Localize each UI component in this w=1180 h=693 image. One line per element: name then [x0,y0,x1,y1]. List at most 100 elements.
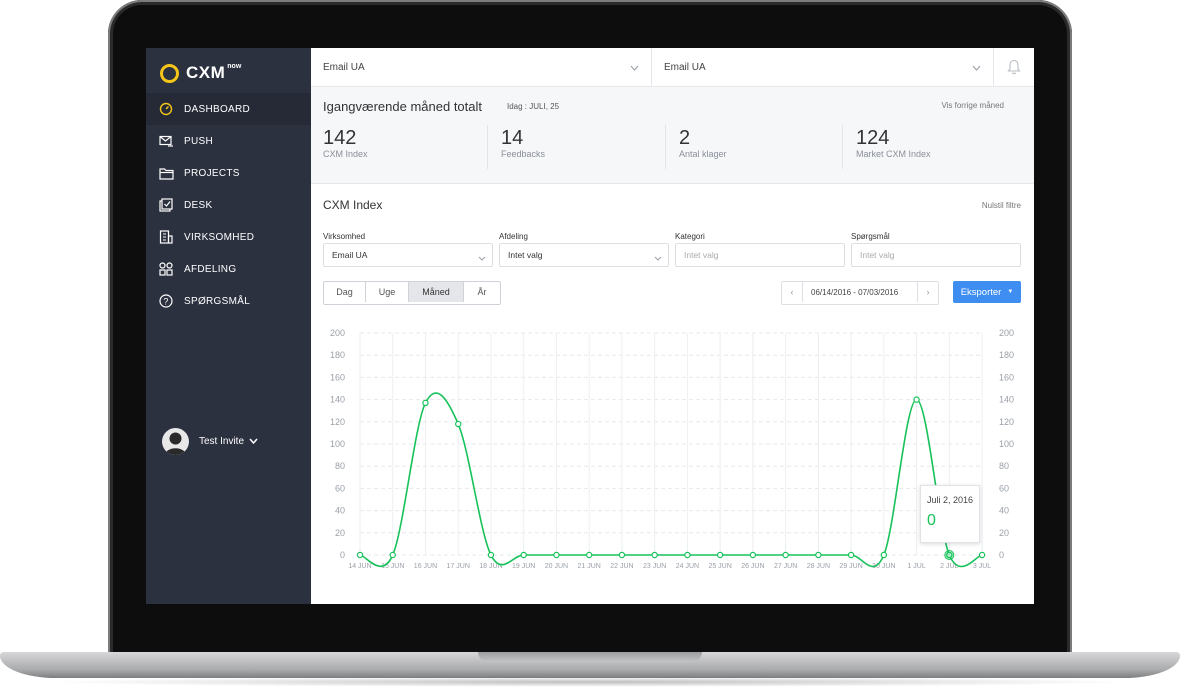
chart-tooltip: Juli 2, 2016 0 [920,485,980,543]
x-tick-label: 29 JUN [839,563,862,570]
period-day-button[interactable]: Dag [324,282,366,302]
logo-ring-icon [160,63,179,83]
tooltip-value: 0 [927,512,936,529]
filter-sporgsmal-select[interactable]: Intet valg [851,243,1021,267]
sidebar-nav: DASHBOARD PUSH PROJECTS DESK VIRKSOMHED … [146,93,311,317]
user-name: Test Invite [199,436,245,447]
sidebar-item-label: PUSH [184,135,213,147]
y-tick-label-right: 140 [999,395,1014,405]
folder-icon [158,165,174,181]
data-point [520,551,527,559]
period-year-button[interactable]: År [477,287,487,297]
x-tick-label: 23 JUN [643,563,666,570]
chevron-left-icon[interactable]: ‹ [790,287,794,297]
notification-bell-icon[interactable] [994,48,1034,86]
data-point [716,551,724,559]
sidebar-item-projects[interactable]: PROJECTS [146,157,311,189]
stat-label: Market CXM Index [856,149,931,159]
unit-select[interactable]: Email UA [652,48,994,86]
data-point [422,399,429,407]
filter-virksomhed-select[interactable]: Email UA [323,243,493,267]
send-mail-icon [158,133,174,149]
sidebar-item-afdeling[interactable]: AFDELING [146,253,311,285]
data-point [618,551,626,559]
stat-value: 142 [323,127,357,149]
filter-value: Intet valg [860,250,895,260]
data-point [553,551,560,559]
x-tick-label: 14 JUN [348,563,371,570]
stat-divider [842,125,843,169]
sidebar-item-virksomhed[interactable]: VIRKSOMHED [146,221,311,253]
chevron-down-icon [630,63,639,74]
x-tick-label: 1 JUL [907,563,925,570]
filter-value: Email UA [332,250,368,260]
stat-label: Feedbacks [501,149,546,159]
sidebar-item-label: SPØRGSMÅL [184,295,251,307]
app-screen: CXM now DASHBOARD PUSH PROJECTS DESK [146,48,1034,604]
previous-month-link[interactable]: Vis forrige måned [941,101,1004,110]
chevron-down-icon [972,63,981,74]
sidebar-item-sporgsmal[interactable]: ? SPØRGSMÅL [146,285,311,317]
x-tick-label: 22 JUN [610,563,633,570]
y-tick-label-left: 60 [335,483,345,493]
filter-label: Afdeling [499,232,528,241]
x-tick-label: 3 JUL [973,563,991,570]
x-tick-label: 19 JUN [512,563,535,570]
sidebar-item-desk[interactable]: DESK [146,189,311,221]
company-select-value: Email UA [323,61,365,73]
sidebar-item-push[interactable]: PUSH [146,125,311,157]
sidebar-item-label: DASHBOARD [184,103,251,115]
data-point [978,551,986,559]
stat-label: CXM Index [323,149,368,159]
summary-today: Idag : JULI, 25 [507,102,560,111]
period-month-button[interactable]: Måned [409,282,464,302]
chevron-down-icon [249,436,258,447]
unit-select-value: Email UA [664,61,706,73]
export-label: Eksporter [960,286,1002,298]
x-tick-label: 20 JUN [545,563,568,570]
data-point [749,551,757,559]
stat-feedbacks: 14 Feedbacks [501,127,545,167]
y-tick-label-right: 160 [999,372,1014,382]
company-select[interactable]: Email UA [311,48,652,86]
series-line [359,392,983,568]
export-button[interactable]: Eksporter ▼ [953,281,1021,303]
data-point [847,551,855,559]
logo[interactable]: CXM now [160,62,241,84]
data-point [880,551,888,559]
filter-afdeling-select[interactable]: Intet valg [499,243,669,267]
stat-cxm-index: 142 CXM Index [323,127,368,167]
date-range-value[interactable]: 06/14/2016 - 07/03/2016 [802,282,918,302]
y-tick-label-left: 120 [330,417,345,427]
data-point [455,420,462,428]
y-tick-label-right: 20 [999,528,1009,538]
y-tick-label-left: 20 [335,528,345,538]
stat-complaints: 2 Antal klager [679,127,727,167]
y-tick-label-left: 140 [330,395,345,405]
period-week-button[interactable]: Uge [366,282,409,302]
question-icon: ? [158,293,174,309]
x-tick-label: 26 JUN [741,563,764,570]
avatar [162,428,189,455]
y-tick-label-left: 0 [340,550,345,560]
filter-label: Kategori [675,232,705,241]
y-tick-label-right: 100 [999,439,1014,449]
y-tick-label-right: 40 [999,506,1009,516]
x-tick-label: 2 JUL [940,563,958,570]
stat-value: 14 [501,127,524,149]
user-menu[interactable]: Test Invite [162,428,258,455]
checklist-icon [158,197,174,213]
cxm-index-line-chart: 0 0 20 20 40 40 60 60 80 80 100 100 120 120 140 140 160 1… [330,328,1014,570]
cxm-index-title: CXM Index [323,198,383,212]
x-tick-label: 30 JUN [872,563,895,570]
data-point [815,551,822,559]
reset-filters-link[interactable]: Nulstil filtre [981,201,1021,210]
sidebar-item-dashboard[interactable]: DASHBOARD [146,93,311,125]
y-tick-label-right: 180 [999,350,1014,360]
svg-text:?: ? [163,297,168,307]
chevron-right-icon[interactable]: › [926,287,930,297]
stat-label: Antal klager [679,149,727,159]
filter-value: Intet valg [508,250,543,260]
filter-kategori-select[interactable]: Intet valg [675,243,845,267]
y-tick-label-left: 160 [330,372,345,382]
